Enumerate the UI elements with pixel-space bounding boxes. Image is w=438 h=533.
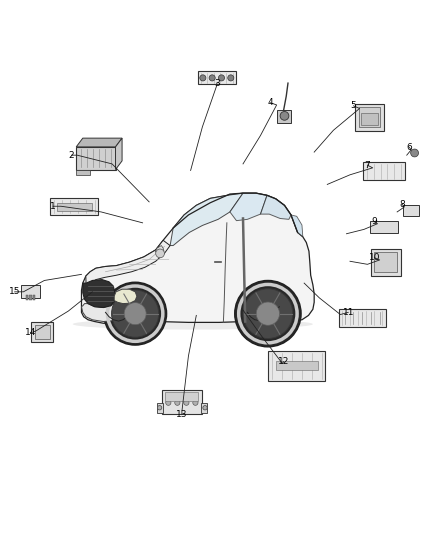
Circle shape: [411, 149, 419, 157]
Circle shape: [184, 400, 189, 405]
Text: 2: 2: [69, 151, 74, 160]
Bar: [370, 221, 398, 233]
Bar: [198, 71, 236, 84]
Circle shape: [228, 75, 234, 81]
Bar: [374, 252, 397, 272]
Text: 14: 14: [25, 328, 36, 337]
Text: 6: 6: [406, 143, 412, 152]
Bar: [359, 107, 380, 127]
Circle shape: [209, 75, 215, 81]
Text: 10: 10: [369, 253, 380, 262]
Bar: [276, 361, 318, 370]
Bar: [21, 285, 39, 298]
Bar: [57, 203, 92, 211]
Circle shape: [200, 75, 206, 81]
Text: 5: 5: [350, 101, 357, 110]
Bar: [165, 392, 198, 401]
Text: 3: 3: [214, 79, 220, 87]
Polygon shape: [114, 289, 137, 304]
Circle shape: [124, 303, 146, 325]
Circle shape: [219, 75, 225, 81]
Circle shape: [203, 406, 207, 410]
Text: 8: 8: [399, 200, 405, 209]
Bar: [29, 295, 32, 300]
Text: 15: 15: [9, 287, 21, 296]
Bar: [162, 390, 202, 414]
Text: 11: 11: [343, 308, 354, 317]
Bar: [403, 205, 420, 216]
Bar: [35, 325, 49, 339]
Polygon shape: [261, 195, 291, 220]
Polygon shape: [86, 240, 170, 293]
Polygon shape: [76, 138, 122, 147]
Polygon shape: [155, 246, 164, 253]
Bar: [32, 295, 35, 300]
Bar: [363, 162, 405, 181]
Ellipse shape: [73, 319, 313, 329]
Circle shape: [155, 249, 164, 258]
Polygon shape: [81, 193, 314, 323]
Polygon shape: [116, 138, 122, 169]
Bar: [356, 103, 384, 131]
Bar: [361, 113, 378, 125]
Circle shape: [166, 400, 171, 405]
Circle shape: [193, 400, 198, 405]
Polygon shape: [81, 304, 123, 321]
Circle shape: [175, 400, 180, 405]
Text: 7: 7: [364, 161, 370, 169]
Bar: [371, 248, 401, 276]
Bar: [277, 110, 290, 123]
Circle shape: [235, 280, 301, 347]
Bar: [25, 295, 28, 300]
Circle shape: [280, 111, 289, 120]
Bar: [76, 147, 116, 169]
Circle shape: [104, 282, 166, 345]
Bar: [50, 198, 98, 215]
Polygon shape: [230, 193, 267, 221]
Text: 1: 1: [50, 202, 56, 211]
Circle shape: [256, 302, 279, 325]
Circle shape: [157, 406, 162, 410]
Circle shape: [243, 289, 293, 338]
Polygon shape: [83, 280, 115, 308]
Polygon shape: [291, 215, 303, 237]
Bar: [76, 169, 90, 175]
Text: 4: 4: [268, 98, 273, 107]
Text: 13: 13: [176, 409, 187, 418]
Text: 9: 9: [371, 217, 377, 226]
Bar: [31, 321, 53, 343]
Bar: [156, 403, 162, 413]
Text: 12: 12: [278, 357, 290, 366]
Bar: [201, 403, 207, 413]
Bar: [339, 309, 386, 327]
Circle shape: [112, 290, 159, 337]
Bar: [268, 351, 325, 381]
Polygon shape: [170, 193, 243, 246]
